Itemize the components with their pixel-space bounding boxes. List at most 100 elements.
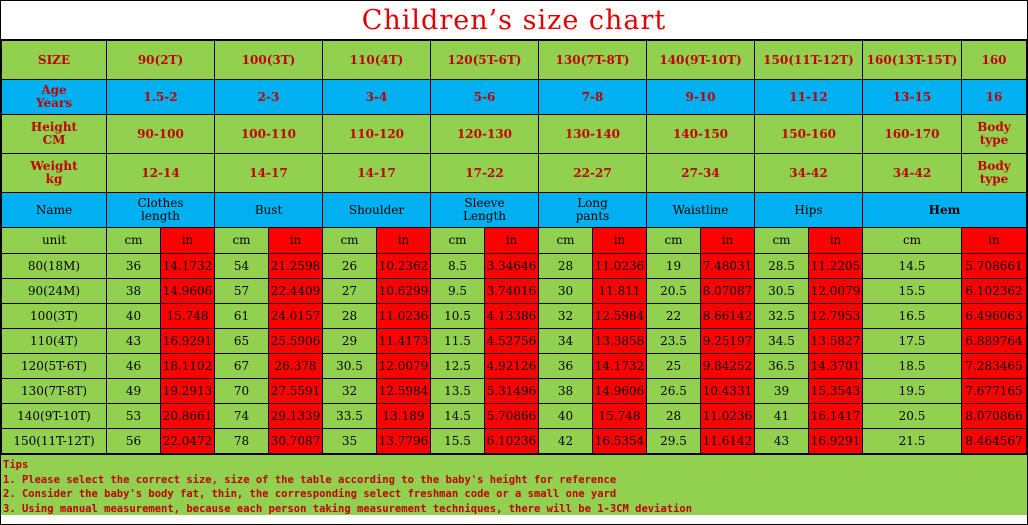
unit-in-cell: in	[808, 227, 863, 254]
inch-value-cell: 13.3858	[592, 328, 647, 354]
cm-value-cell: 36	[538, 353, 593, 379]
inch-value-cell: 11.0236	[592, 253, 647, 279]
inch-value-cell: 15.748	[160, 303, 215, 329]
height-label: Height CM	[1, 114, 107, 154]
age-cell: 5-6	[430, 79, 539, 115]
inch-value-cell: 7.48031	[700, 253, 755, 279]
cm-value-cell: 39	[754, 378, 809, 404]
weight-cell: 22-27	[538, 153, 647, 193]
inch-value-cell: 14.9606	[592, 378, 647, 404]
cm-value-cell: 30.5	[322, 353, 377, 379]
measure-header-row: Name Clothes length Bust Shoulder Sleeve…	[1, 192, 1027, 228]
cm-value-cell: 8.5	[430, 253, 485, 279]
cm-value-cell: 54	[214, 253, 269, 279]
cm-value-cell: 27	[322, 278, 377, 304]
age-cell: 2-3	[214, 79, 323, 115]
cm-value-cell: 17.5	[862, 328, 962, 354]
tips-title: Tips	[3, 459, 29, 471]
tips-panel: Tips 1. Please select the correct size, …	[1, 454, 1027, 515]
unit-label: unit	[1, 227, 107, 254]
inch-value-cell: 3.34646	[484, 253, 539, 279]
tips-line: 3. Using manual measurement, because eac…	[3, 502, 693, 515]
unit-cm-cell: cm	[754, 227, 809, 254]
cm-value-cell: 43	[754, 428, 809, 454]
age-cell: 16	[961, 79, 1027, 115]
inch-value-cell: 15.748	[592, 403, 647, 429]
row-size-label: 140(9T-10T)	[1, 403, 107, 429]
size-cell: 140(9T-10T)	[646, 40, 755, 80]
inch-value-cell: 10.6299	[376, 278, 431, 304]
cm-value-cell: 36	[106, 253, 161, 279]
size-table: SIZE 90(2T) 100(3T) 110(4T) 120(5T-6T) 1…	[1, 40, 1027, 454]
weight-cell: Body type	[961, 153, 1027, 193]
measure-header-cell: Sleeve Length	[430, 192, 539, 228]
size-cell: 90(2T)	[106, 40, 215, 80]
table-row: 100(3T) 40 15.748 61 24.0157 28 11.0236 10.5 4.1…	[1, 303, 1027, 329]
row-size-label: 110(4T)	[1, 328, 107, 354]
inch-value-cell: 6.102362	[961, 278, 1027, 304]
cm-value-cell: 57	[214, 278, 269, 304]
measure-header-cell: Bust	[214, 192, 323, 228]
height-cell: 90-100	[106, 114, 215, 154]
age-cell: 1.5-2	[106, 79, 215, 115]
weight-row: Weight kg 12-14 14-17 14-17 17-22 22-27 …	[1, 153, 1027, 193]
cm-value-cell: 15.5	[862, 278, 962, 304]
inch-value-cell: 7.677165	[961, 378, 1027, 404]
cm-value-cell: 22	[646, 303, 701, 329]
cm-value-cell: 10.5	[430, 303, 485, 329]
inch-value-cell: 6.889764	[961, 328, 1027, 354]
cm-value-cell: 38	[106, 278, 161, 304]
height-cell: 140-150	[646, 114, 755, 154]
unit-in-cell: in	[268, 227, 323, 254]
inch-value-cell: 13.189	[376, 403, 431, 429]
inch-value-cell: 19.2913	[160, 378, 215, 404]
inch-value-cell: 12.0079	[376, 353, 431, 379]
inch-value-cell: 10.2362	[376, 253, 431, 279]
inch-value-cell: 24.0157	[268, 303, 323, 329]
inch-value-cell: 8.07087	[700, 278, 755, 304]
inch-value-cell: 14.1732	[592, 353, 647, 379]
age-cell: 11-12	[754, 79, 863, 115]
inch-value-cell: 13.7796	[376, 428, 431, 454]
height-cell: 130-140	[538, 114, 647, 154]
weight-cell: 34-42	[862, 153, 962, 193]
cm-value-cell: 23.5	[646, 328, 701, 354]
cm-value-cell: 11.5	[430, 328, 485, 354]
cm-value-cell: 43	[106, 328, 161, 354]
height-cell: 100-110	[214, 114, 323, 154]
size-row: SIZE 90(2T) 100(3T) 110(4T) 120(5T-6T) 1…	[1, 40, 1027, 80]
cm-value-cell: 18.5	[862, 353, 962, 379]
unit-in-cell: in	[961, 227, 1027, 254]
unit-in-cell: in	[592, 227, 647, 254]
cm-value-cell: 28	[322, 303, 377, 329]
row-size-label: 100(3T)	[1, 303, 107, 329]
unit-row: unit cm in cm in cm in cm in cm in cm in cm in cm in	[1, 227, 1027, 254]
inch-value-cell: 20.8661	[160, 403, 215, 429]
cm-value-cell: 42	[538, 428, 593, 454]
inch-value-cell: 16.1417	[808, 403, 863, 429]
age-cell: 3-4	[322, 79, 431, 115]
inch-value-cell: 10.4331	[700, 378, 755, 404]
weight-cell: 12-14	[106, 153, 215, 193]
weight-cell: 14-17	[214, 153, 323, 193]
inch-value-cell: 14.3701	[808, 353, 863, 379]
size-cell: 150(11T-12T)	[754, 40, 863, 80]
unit-cm-cell: cm	[430, 227, 485, 254]
size-cell: 120(5T-6T)	[430, 40, 539, 80]
inch-value-cell: 11.811	[592, 278, 647, 304]
inch-value-cell: 4.13386	[484, 303, 539, 329]
inch-value-cell: 25.5906	[268, 328, 323, 354]
row-size-label: 120(5T-6T)	[1, 353, 107, 379]
cm-value-cell: 20.5	[862, 403, 962, 429]
inch-value-cell: 22.4409	[268, 278, 323, 304]
tips-line: 1. Please select the correct size, size …	[3, 473, 617, 486]
size-cell: 110(4T)	[322, 40, 431, 80]
cm-value-cell: 20.5	[646, 278, 701, 304]
weight-cell: 27-34	[646, 153, 755, 193]
unit-cm-cell: cm	[538, 227, 593, 254]
unit-in-cell: in	[700, 227, 755, 254]
inch-value-cell: 8.66142	[700, 303, 755, 329]
row-size-label: 80(18M)	[1, 253, 107, 279]
size-cell: 100(3T)	[214, 40, 323, 80]
cm-value-cell: 78	[214, 428, 269, 454]
